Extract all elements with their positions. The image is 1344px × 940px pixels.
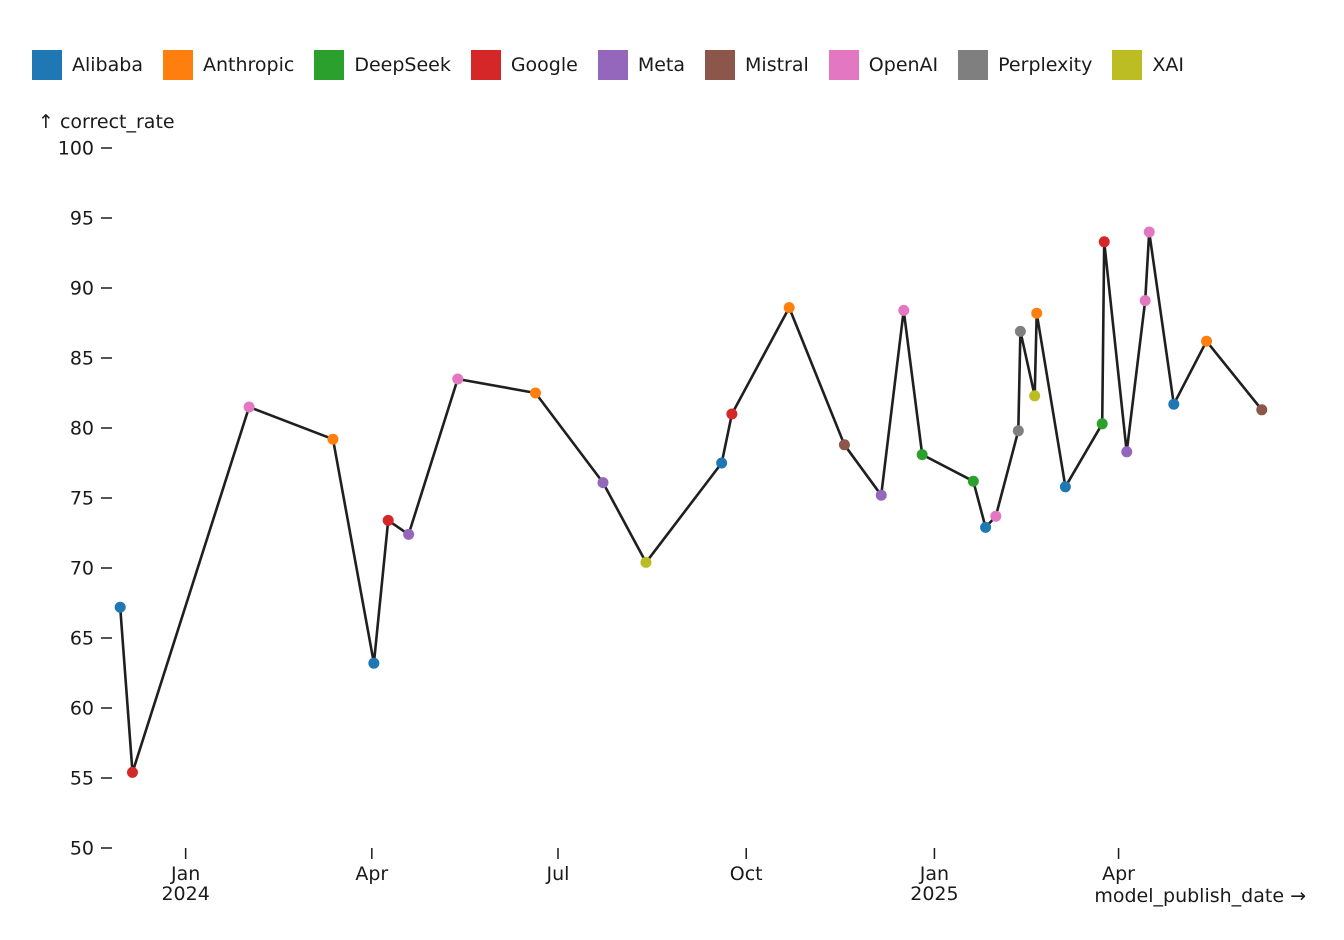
legend-label: DeepSeek — [354, 54, 451, 76]
series-line — [118, 230, 1263, 774]
legend-label: Anthropic — [202, 54, 295, 76]
data-point-openai — [990, 510, 1002, 522]
data-point-meta — [875, 489, 887, 501]
legend-label: Meta — [637, 54, 686, 76]
data-point-xai — [1029, 390, 1041, 402]
data-point-perplexity — [1014, 325, 1026, 337]
data-point-anthropic — [783, 302, 795, 314]
legend-item-deepseek: DeepSeek — [314, 50, 451, 80]
y-tick-label: 65 — [70, 628, 94, 650]
data-point-google — [126, 766, 138, 778]
data-point-perplexity — [1012, 425, 1024, 437]
legend-label: Google — [510, 54, 578, 76]
data-point-alibaba — [368, 657, 380, 669]
data-point-deepseek — [916, 449, 928, 461]
x-tick-label: Oct — [730, 863, 763, 885]
data-point-mistral — [838, 439, 850, 451]
y-tick-label: 85 — [70, 348, 94, 370]
y-tick-label: 50 — [70, 838, 94, 860]
data-point-anthropic — [1201, 335, 1213, 347]
chart-legend: Alibaba Anthropic DeepSeek Google Meta Mistra… — [32, 50, 1204, 80]
legend-label: XAI — [1152, 54, 1184, 76]
legend-item-anthropic: Anthropic — [162, 50, 295, 80]
x-tick-year-label: 2024 — [161, 883, 209, 905]
data-point-alibaba — [114, 601, 126, 613]
legend-swatch — [314, 50, 345, 80]
legend-swatch — [705, 50, 736, 80]
y-tick-label: 75 — [70, 488, 94, 510]
data-point-meta — [1121, 446, 1133, 458]
data-point-alibaba — [1059, 481, 1071, 493]
data-point-xai — [640, 556, 652, 568]
data-point-alibaba — [716, 457, 728, 469]
data-point-mistral — [1256, 404, 1268, 416]
legend-swatch — [828, 50, 859, 80]
x-tick-label: Apr — [355, 863, 388, 885]
legend-swatch — [1112, 50, 1143, 80]
data-points — [114, 226, 1268, 778]
legend-item-perplexity: Perplexity — [958, 50, 1092, 80]
data-point-anthropic — [327, 433, 339, 445]
y-tick-label: 55 — [70, 768, 94, 790]
data-point-deepseek — [967, 475, 979, 487]
data-point-meta — [403, 528, 415, 540]
y-tick-label: 90 — [70, 278, 94, 300]
y-tick-label: 70 — [70, 558, 94, 580]
data-point-alibaba — [1168, 398, 1180, 410]
data-point-anthropic — [529, 387, 541, 399]
y-tick-label: 80 — [70, 418, 94, 440]
data-point-google — [1098, 236, 1110, 248]
data-point-google — [726, 408, 738, 420]
legend-swatch — [958, 50, 989, 80]
data-point-deepseek — [1096, 418, 1108, 430]
y-axis: 50 55 60 65 70 75 80 85 90 95 100 — [58, 138, 112, 860]
data-point-openai — [1139, 295, 1151, 307]
legend-label: Alibaba — [72, 54, 143, 76]
data-point-openai — [452, 373, 464, 385]
x-tick-label: Jul — [546, 863, 570, 885]
legend-label: OpenAI — [868, 54, 939, 76]
legend-item-meta: Meta — [597, 50, 686, 80]
x-tick-label: Jan — [919, 863, 949, 885]
y-axis-label: ↑ correct_rate — [38, 111, 175, 133]
x-tick-label: Jan — [170, 863, 200, 885]
data-point-anthropic — [1031, 307, 1043, 319]
legend-label: Perplexity — [998, 54, 1093, 76]
x-tick-year-label: 2025 — [910, 883, 958, 905]
data-point-google — [382, 514, 394, 526]
legend-item-alibaba: Alibaba — [32, 50, 143, 80]
legend-item-google: Google — [470, 50, 578, 80]
legend-swatch — [597, 50, 628, 80]
legend-swatch — [470, 50, 501, 80]
legend-item-xai: XAI — [1112, 50, 1184, 80]
y-tick-label: 95 — [70, 208, 94, 230]
legend-swatch — [162, 50, 193, 80]
data-point-meta — [597, 477, 609, 489]
data-point-alibaba — [980, 521, 992, 533]
legend-item-openai: OpenAI — [828, 50, 939, 80]
legend-swatch — [32, 50, 62, 80]
legend-label: Mistral — [745, 54, 809, 76]
y-tick-label: 100 — [58, 138, 94, 160]
x-tick-label: Apr — [1102, 863, 1135, 885]
data-point-openai — [243, 401, 255, 413]
data-point-openai — [1143, 226, 1155, 238]
legend-item-mistral: Mistral — [705, 50, 809, 80]
y-tick-label: 60 — [70, 698, 94, 720]
x-axis-label: model_publish_date → — [1094, 885, 1306, 907]
data-point-openai — [898, 304, 910, 316]
